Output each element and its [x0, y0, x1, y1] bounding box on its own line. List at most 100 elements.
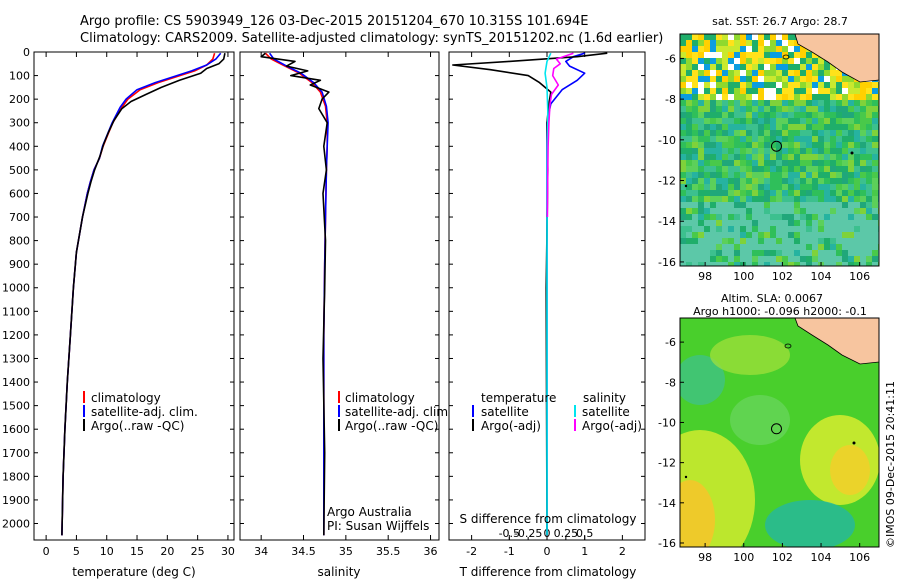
sst-cell — [734, 34, 740, 40]
sst-cell — [794, 130, 800, 136]
sst-cell — [812, 124, 818, 130]
sst-cell — [716, 76, 722, 82]
sst-cell — [872, 82, 878, 88]
sst-cell — [872, 160, 878, 166]
sst-cell — [716, 238, 722, 244]
sst-cell — [746, 124, 752, 130]
sst-cell — [824, 100, 830, 106]
sst-cell — [824, 88, 830, 94]
sst-cell — [770, 106, 776, 112]
sst-cell — [728, 100, 734, 106]
sst-cell — [698, 244, 704, 250]
sst-cell — [800, 124, 806, 130]
sst-cell — [692, 256, 698, 262]
sst-cell — [794, 106, 800, 112]
sst-cell — [686, 112, 692, 118]
sst-cell — [704, 106, 710, 112]
sst-cell — [818, 154, 824, 160]
sst-cell — [764, 190, 770, 196]
sst-cell — [806, 82, 812, 88]
sst-cell — [782, 88, 788, 94]
sst-cell — [830, 124, 836, 130]
sst-cell — [692, 238, 698, 244]
sst-cell — [698, 46, 704, 52]
sst-cell — [824, 112, 830, 118]
sst-cell — [764, 112, 770, 118]
sst-cell — [818, 238, 824, 244]
sst-cell — [698, 202, 704, 208]
sst-cell — [746, 64, 752, 70]
sst-cell — [776, 190, 782, 196]
sst-cell — [770, 94, 776, 100]
sst-cell — [740, 142, 746, 148]
sst-cell — [740, 232, 746, 238]
sst-cell — [848, 166, 854, 172]
sst-cell — [710, 118, 716, 124]
sst-cell — [782, 178, 788, 184]
sst-cell — [770, 238, 776, 244]
sst-cell — [848, 262, 854, 266]
sst-cell — [680, 244, 686, 250]
sst-cell — [794, 208, 800, 214]
sst-cell — [686, 88, 692, 94]
sst-cell — [866, 112, 872, 118]
sst-cell — [866, 166, 872, 172]
sst-cell — [842, 124, 848, 130]
sst-cell — [776, 76, 782, 82]
sst-cell — [680, 148, 686, 154]
series-line-s-argo-adj- — [546, 52, 574, 218]
sst-cell — [764, 82, 770, 88]
sst-cell — [782, 136, 788, 142]
sst-cell — [716, 172, 722, 178]
sst-cell — [776, 172, 782, 178]
sst-cell — [698, 190, 704, 196]
sst-cell — [752, 112, 758, 118]
sst-cell — [848, 136, 854, 142]
sst-cell — [752, 34, 758, 40]
sst-cell — [776, 52, 782, 58]
sst-cell — [692, 130, 698, 136]
sst-cell — [806, 166, 812, 172]
sst-cell — [806, 232, 812, 238]
sst-cell — [836, 172, 842, 178]
sst-cell — [782, 106, 788, 112]
sst-cell — [860, 112, 866, 118]
sst-cell — [770, 244, 776, 250]
sst-cell — [704, 34, 710, 40]
sst-cell — [752, 256, 758, 262]
y-tick-label: 1600 — [2, 423, 30, 436]
sst-cell — [758, 118, 764, 124]
sst-cell — [710, 124, 716, 130]
sst-cell — [716, 130, 722, 136]
sst-cell — [692, 118, 698, 124]
sst-cell — [812, 250, 818, 256]
sla-map-land — [794, 318, 879, 365]
sst-cell — [812, 196, 818, 202]
sst-cell — [866, 136, 872, 142]
sst-cell — [806, 142, 812, 148]
sst-cell — [770, 166, 776, 172]
sst-cell — [842, 184, 848, 190]
sst-cell — [800, 196, 806, 202]
sst-cell — [800, 262, 806, 266]
sst-cell — [872, 190, 878, 196]
sst-cell — [770, 100, 776, 106]
sst-cell — [812, 64, 818, 70]
sst-cell — [842, 142, 848, 148]
sst-cell — [686, 40, 692, 46]
sst-cell — [830, 88, 836, 94]
sst-cell — [752, 46, 758, 52]
sst-cell — [716, 112, 722, 118]
top-x-tick-label: 0.25 — [554, 527, 579, 540]
sla-map-blob — [830, 445, 870, 495]
sst-cell — [776, 202, 782, 208]
sst-cell — [800, 184, 806, 190]
sst-cell — [788, 238, 794, 244]
sst-cell — [770, 112, 776, 118]
sst-cell — [872, 136, 878, 142]
sst-map-cells — [680, 34, 879, 266]
sst-cell — [782, 196, 788, 202]
sst-cell — [830, 220, 836, 226]
sst-cell — [686, 214, 692, 220]
sst-cell — [806, 256, 812, 262]
